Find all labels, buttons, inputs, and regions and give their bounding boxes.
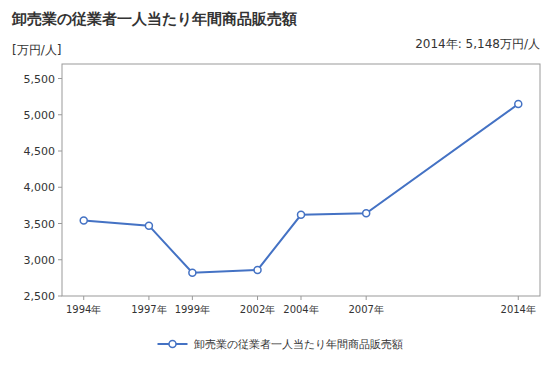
y-tick	[58, 223, 62, 224]
annotation: 2014年: 5,148万円/人	[415, 37, 540, 51]
y-axis-label: [万円/人]	[12, 43, 61, 57]
plot-frame	[62, 64, 540, 296]
legend-label: 卸売業の従業者一人当たり年間商品販売額	[194, 338, 403, 351]
y-tick-label: 4,000	[24, 181, 56, 194]
y-tick-label: 3,000	[24, 254, 56, 267]
legend-marker	[169, 341, 176, 348]
x-tick	[366, 296, 367, 300]
y-tick	[58, 78, 62, 79]
x-tick-label: 1997年	[131, 304, 166, 315]
point	[189, 269, 196, 276]
x-tick-label: 1999年	[175, 304, 210, 315]
point	[515, 101, 522, 108]
plot-area	[80, 101, 522, 277]
y-tick	[58, 296, 62, 297]
point	[363, 210, 370, 217]
x-tick-label: 2004年	[283, 304, 318, 315]
x-tick-label: 1994年	[66, 304, 101, 315]
y-tick	[58, 259, 62, 260]
point	[80, 217, 87, 224]
y-tick	[58, 151, 62, 152]
point	[254, 266, 261, 273]
x-tick	[257, 296, 258, 300]
point	[298, 211, 305, 218]
y-tick-label: 3,500	[24, 218, 56, 231]
title: 卸売業の従業者一人当たり年間商品販売額	[11, 10, 297, 28]
point	[145, 222, 152, 229]
y-tick-label: 5,500	[24, 73, 56, 86]
y-tick	[58, 187, 62, 188]
x-tick-label: 2007年	[348, 304, 383, 315]
x-tick	[301, 296, 302, 300]
series-line	[84, 104, 519, 273]
x-tick	[148, 296, 149, 300]
x-tick	[518, 296, 519, 300]
x-tick	[192, 296, 193, 300]
legend: 卸売業の従業者一人当たり年間商品販売額	[158, 338, 403, 351]
x-tick-label: 2014年	[501, 304, 536, 315]
x-tick-label: 2002年	[240, 304, 275, 315]
x-tick	[83, 296, 84, 300]
y-tick-label: 5,000	[24, 109, 56, 122]
y-tick-label: 2,500	[24, 290, 56, 303]
chart: 卸売業の従業者一人当たり年間商品販売額 2014年: 5,148万円/人 [万円/人…	[0, 0, 560, 366]
y-tick	[58, 114, 62, 115]
y-tick-label: 4,500	[24, 145, 56, 158]
